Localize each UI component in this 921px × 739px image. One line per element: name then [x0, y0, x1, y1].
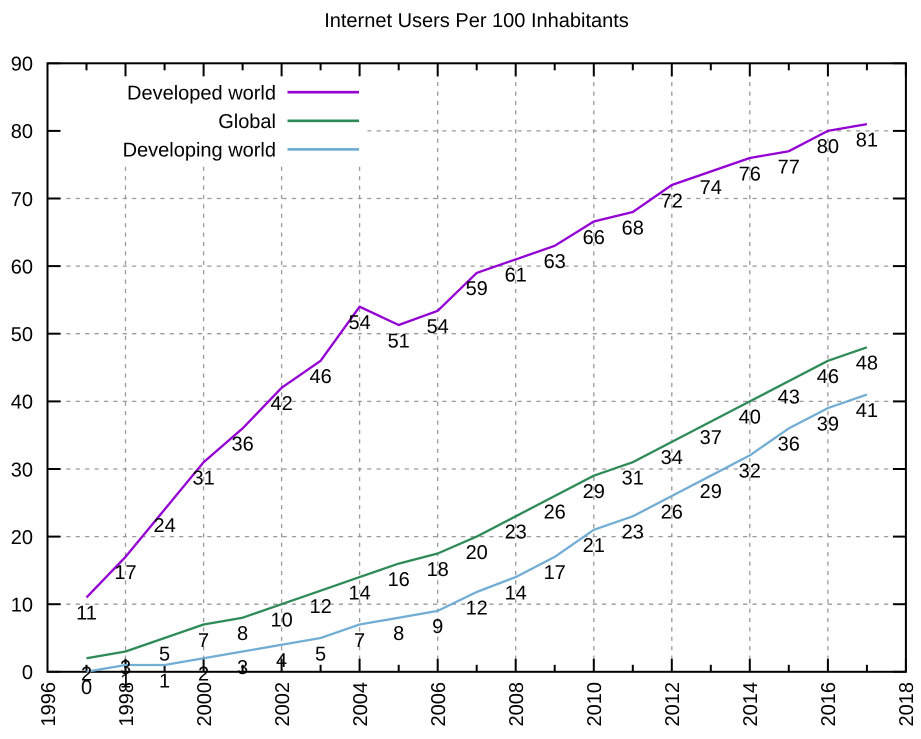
- svg-text:16: 16: [388, 569, 410, 591]
- svg-text:7: 7: [198, 630, 209, 652]
- svg-text:80: 80: [11, 121, 33, 143]
- svg-text:32: 32: [739, 461, 761, 483]
- svg-text:46: 46: [817, 366, 839, 388]
- svg-text:2: 2: [81, 664, 92, 686]
- svg-text:61: 61: [505, 265, 527, 287]
- svg-text:Global: Global: [218, 111, 276, 133]
- svg-text:26: 26: [661, 501, 683, 523]
- svg-text:2016: 2016: [818, 682, 840, 727]
- svg-text:24: 24: [153, 515, 175, 537]
- svg-text:50: 50: [11, 324, 33, 346]
- svg-text:36: 36: [778, 434, 800, 456]
- svg-text:20: 20: [466, 542, 488, 564]
- svg-text:3: 3: [237, 657, 248, 679]
- svg-text:77: 77: [778, 157, 800, 179]
- svg-text:2008: 2008: [506, 682, 528, 727]
- svg-text:29: 29: [700, 481, 722, 503]
- svg-text:17: 17: [114, 562, 136, 584]
- svg-text:11: 11: [76, 603, 97, 625]
- svg-text:9: 9: [432, 616, 443, 638]
- svg-text:74: 74: [700, 177, 722, 199]
- svg-text:31: 31: [192, 468, 214, 490]
- svg-text:40: 40: [11, 392, 33, 414]
- svg-text:63: 63: [544, 251, 566, 273]
- svg-text:39: 39: [817, 413, 839, 435]
- svg-text:Internet Users Per 100 Inhabit: Internet Users Per 100 Inhabitants: [324, 10, 629, 32]
- svg-text:21: 21: [583, 535, 605, 557]
- svg-text:5: 5: [159, 643, 170, 665]
- svg-text:66: 66: [583, 227, 605, 249]
- svg-text:40: 40: [739, 407, 761, 429]
- svg-text:3: 3: [120, 657, 131, 679]
- svg-text:54: 54: [348, 312, 370, 334]
- svg-text:60: 60: [11, 256, 33, 278]
- svg-text:42: 42: [270, 393, 292, 415]
- svg-text:70: 70: [11, 189, 33, 211]
- svg-text:4: 4: [276, 650, 287, 672]
- svg-text:1996: 1996: [38, 682, 60, 727]
- svg-text:2010: 2010: [584, 682, 606, 727]
- svg-text:59: 59: [466, 278, 488, 300]
- svg-text:7: 7: [354, 630, 365, 652]
- svg-text:37: 37: [700, 427, 722, 449]
- svg-text:5: 5: [315, 643, 326, 665]
- svg-text:43: 43: [778, 386, 800, 408]
- svg-text:12: 12: [309, 596, 331, 618]
- svg-text:2002: 2002: [272, 682, 294, 727]
- svg-text:1: 1: [120, 670, 131, 692]
- svg-text:31: 31: [622, 468, 644, 490]
- svg-text:10: 10: [11, 595, 33, 617]
- svg-text:2012: 2012: [662, 682, 684, 727]
- svg-text:51: 51: [388, 330, 410, 352]
- svg-text:1998: 1998: [116, 682, 138, 727]
- svg-text:14: 14: [348, 582, 370, 604]
- svg-text:Developing world: Developing world: [123, 140, 276, 162]
- svg-text:Developed world: Developed world: [127, 83, 276, 105]
- svg-text:2: 2: [198, 664, 209, 686]
- svg-text:90: 90: [11, 54, 33, 76]
- svg-text:46: 46: [309, 366, 331, 388]
- svg-text:36: 36: [231, 434, 253, 456]
- svg-text:23: 23: [505, 522, 527, 544]
- svg-text:0: 0: [81, 677, 92, 699]
- svg-text:1: 1: [159, 670, 170, 692]
- svg-text:20: 20: [11, 527, 33, 549]
- svg-text:8: 8: [393, 623, 404, 645]
- svg-text:2014: 2014: [740, 682, 762, 727]
- svg-text:2004: 2004: [350, 682, 372, 727]
- svg-text:26: 26: [544, 501, 566, 523]
- svg-text:68: 68: [622, 217, 644, 239]
- svg-text:18: 18: [427, 559, 449, 581]
- svg-text:2018: 2018: [896, 682, 918, 727]
- svg-text:34: 34: [661, 447, 683, 469]
- svg-text:8: 8: [237, 623, 248, 645]
- svg-text:30: 30: [11, 459, 33, 481]
- svg-text:81: 81: [856, 129, 878, 151]
- svg-text:14: 14: [505, 582, 527, 604]
- svg-text:80: 80: [817, 136, 839, 158]
- svg-text:17: 17: [544, 562, 566, 584]
- svg-text:10: 10: [270, 610, 292, 632]
- svg-text:41: 41: [856, 400, 878, 422]
- svg-text:12: 12: [466, 597, 488, 619]
- svg-text:2006: 2006: [428, 682, 450, 727]
- svg-text:72: 72: [661, 190, 683, 212]
- svg-text:54: 54: [427, 316, 449, 338]
- svg-text:76: 76: [739, 163, 761, 185]
- svg-text:29: 29: [583, 481, 605, 503]
- svg-text:2000: 2000: [194, 682, 216, 727]
- svg-text:0: 0: [22, 662, 33, 684]
- svg-text:48: 48: [856, 353, 878, 375]
- svg-text:23: 23: [622, 522, 644, 544]
